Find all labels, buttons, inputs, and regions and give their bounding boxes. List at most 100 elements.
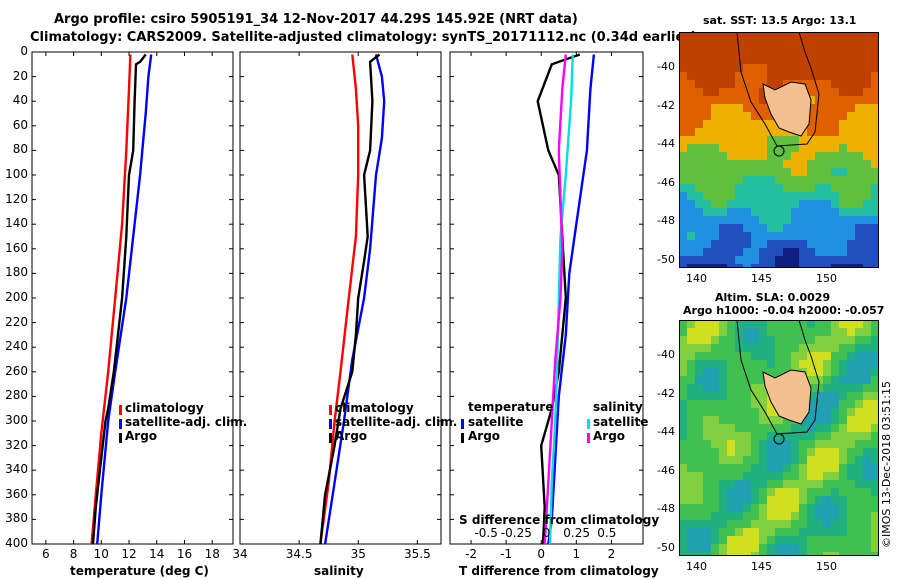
map-cell: [799, 320, 807, 328]
map-cell: [679, 136, 687, 144]
map-cell: [799, 176, 807, 184]
map-cell: [679, 40, 687, 48]
map-cell: [711, 208, 719, 216]
map-lon-label: 140: [686, 272, 707, 285]
series-line: [319, 53, 381, 545]
map-cell: [751, 464, 759, 472]
map-cell: [775, 512, 783, 520]
map-cell: [871, 552, 879, 556]
map-cell: [767, 192, 775, 200]
map-cell: [743, 200, 751, 208]
map-cell: [831, 168, 839, 176]
map-cell: [863, 456, 871, 464]
map-cell: [815, 432, 823, 440]
map-cell: [735, 488, 743, 496]
map-cell: [807, 128, 815, 136]
map-cell: [863, 256, 871, 264]
map-cell: [719, 488, 727, 496]
map-cell: [751, 440, 759, 448]
map-cell: [871, 408, 879, 416]
map-cell: [775, 536, 783, 544]
map-cell: [783, 448, 791, 456]
map-cell: [783, 56, 791, 64]
map-cell: [711, 416, 719, 424]
map-cell: [759, 184, 767, 192]
map-cell: [871, 240, 879, 248]
map-cell: [863, 424, 871, 432]
map-cell: [679, 488, 687, 496]
map-cell: [815, 176, 823, 184]
map-cell: [719, 232, 727, 240]
map-cell: [791, 504, 799, 512]
map-cell: [855, 520, 863, 528]
map-cell: [735, 480, 743, 488]
map-cell: [703, 512, 711, 520]
map-cell: [735, 352, 743, 360]
map-cell: [847, 152, 855, 160]
map-cell: [767, 496, 775, 504]
map-cell: [767, 464, 775, 472]
map-cell: [847, 368, 855, 376]
map-cell: [767, 512, 775, 520]
figure-title-line2: Climatology: CARS2009. Satellite-adjuste…: [30, 30, 697, 45]
map-cell: [759, 232, 767, 240]
map-cell: [735, 144, 743, 152]
map-cell: [847, 120, 855, 128]
series-line: [91, 53, 147, 545]
sla-map-title-1: Altim. SLA: 0.0029: [715, 291, 831, 304]
map-cell: [719, 240, 727, 248]
map-cell: [791, 344, 799, 352]
map-cell: [719, 176, 727, 184]
map-cell: [687, 168, 695, 176]
map-cell: [775, 56, 783, 64]
map-cell: [815, 72, 823, 80]
map-cell: [695, 48, 703, 56]
map-cell: [679, 520, 687, 528]
map-cell: [767, 56, 775, 64]
map-cell: [839, 544, 847, 552]
map-cell: [695, 200, 703, 208]
map-cell: [759, 400, 767, 408]
map-cell: [839, 56, 847, 64]
map-cell: [695, 112, 703, 120]
map-cell: [831, 200, 839, 208]
map-cell: [751, 448, 759, 456]
map-cell: [703, 536, 711, 544]
map-cell: [679, 552, 687, 556]
map-cell: [807, 208, 815, 216]
map-cell: [815, 536, 823, 544]
map-cell: [855, 80, 863, 88]
map-cell: [783, 240, 791, 248]
map-cell: [751, 328, 759, 336]
map-cell: [871, 200, 879, 208]
map-cell: [831, 208, 839, 216]
legend-swatch: [461, 433, 464, 443]
map-cell: [839, 392, 847, 400]
map-cell: [719, 264, 727, 268]
map-cell: [871, 160, 879, 168]
map-cell: [695, 328, 703, 336]
map-cell: [703, 232, 711, 240]
map-cell: [743, 416, 751, 424]
map-cell: [703, 88, 711, 96]
map-cell: [711, 328, 719, 336]
map-cell: [743, 336, 751, 344]
map-cell: [679, 128, 687, 136]
map-cell: [687, 208, 695, 216]
map-cell: [823, 408, 831, 416]
map-cell: [719, 384, 727, 392]
map-cell: [735, 520, 743, 528]
map-cell: [823, 88, 831, 96]
map-cell: [687, 144, 695, 152]
map-cell: [823, 152, 831, 160]
x-tick-label: 35.5: [403, 547, 431, 561]
map-cell: [719, 464, 727, 472]
map-cell: [831, 416, 839, 424]
map-cell: [855, 192, 863, 200]
map-cell: [759, 200, 767, 208]
map-cell: [815, 200, 823, 208]
map-cell: [831, 352, 839, 360]
map-cell: [751, 432, 759, 440]
map-cell: [815, 504, 823, 512]
map-cell: [799, 216, 807, 224]
